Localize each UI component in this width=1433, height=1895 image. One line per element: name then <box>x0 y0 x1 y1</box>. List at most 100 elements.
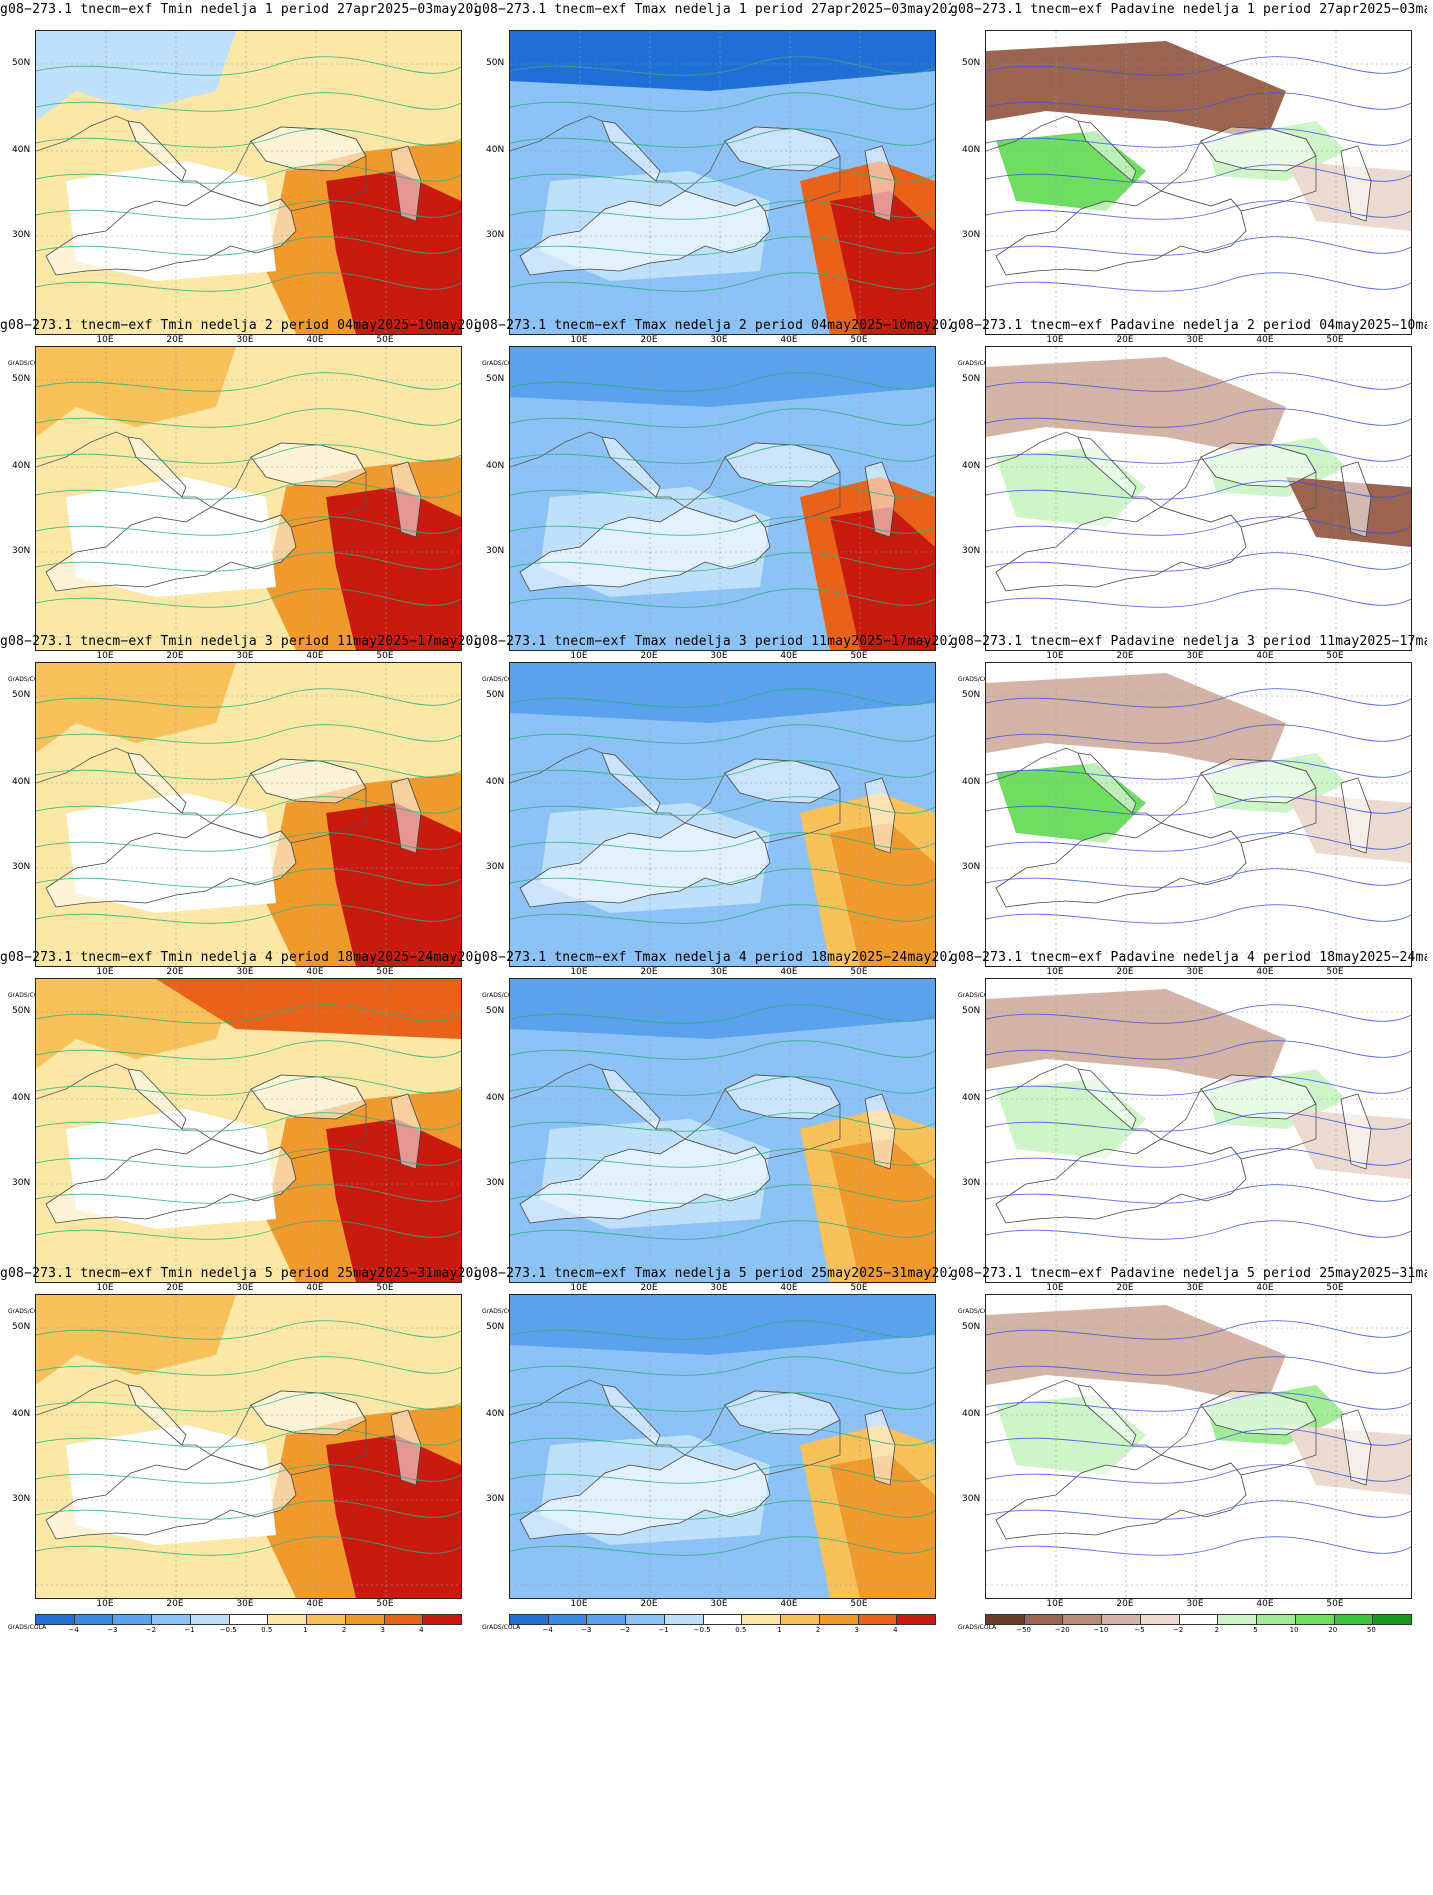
lon-tick-label: 10E <box>570 1283 588 1293</box>
colorbar-swatch <box>74 1615 114 1624</box>
colorbar-label: 0.5 <box>735 1626 747 1634</box>
lon-tick-label: 30E <box>710 1599 728 1609</box>
lon-tick-label: 10E <box>96 651 114 661</box>
colorbar-label: 2 <box>341 1626 347 1634</box>
colorbar-label: −3 <box>107 1626 118 1634</box>
map-panel-tmin-week-4: g08−273.1 tnecm−exf Tmin nedelja 4 perio… <box>0 948 477 1326</box>
colorbar-label: −4 <box>68 1626 79 1634</box>
lon-tick-label: 40E <box>780 651 798 661</box>
lat-tick-label: 50N <box>12 374 31 384</box>
lat-tick-label: 30N <box>962 862 981 872</box>
lon-tick-label: 40E <box>780 335 798 345</box>
map-panel-padavine-week-3: g08−273.1 tnecm−exf Padavine nedelja 3 p… <box>950 632 1427 1010</box>
lon-tick-label: 40E <box>306 335 324 345</box>
lon-tick-label: 20E <box>1116 1599 1134 1609</box>
lat-tick-label: 30N <box>12 862 31 872</box>
lon-tick-label: 40E <box>306 1283 324 1293</box>
colorbar-label: 4 <box>893 1626 898 1634</box>
grads-credit: GrADS/COLA <box>8 676 47 683</box>
lon-tick-label: 10E <box>570 1599 588 1609</box>
lon-tick-label: 50E <box>1326 1599 1344 1609</box>
lon-tick-label: 10E <box>96 1599 114 1609</box>
lon-tick-label: 20E <box>640 651 658 661</box>
colorbar-label: 50 <box>1366 1626 1376 1634</box>
colorbar-swatch <box>742 1615 782 1624</box>
grads-credit: GrADS/COLA <box>958 992 997 999</box>
colorbar-swatch <box>664 1615 704 1624</box>
grads-credit: GrADS/COLA <box>482 1308 521 1315</box>
colorbar-swatch <box>897 1615 936 1624</box>
lat-tick-label: 50N <box>486 1006 505 1016</box>
lat-tick-label: 40N <box>962 1093 981 1103</box>
lon-tick-label: 40E <box>780 1283 798 1293</box>
grads-credit: GrADS/COLA <box>482 992 521 999</box>
colorbar-label: −2 <box>145 1626 157 1634</box>
lon-tick-label: 50E <box>1326 967 1344 977</box>
panel-title: g08−273.1 tnecm−exf Tmin nedelja 4 perio… <box>0 950 477 965</box>
colorbar-label: −1 <box>658 1626 669 1634</box>
lon-tick-label: 30E <box>710 967 728 977</box>
colorbar-swatch <box>1024 1615 1064 1624</box>
lon-tick-label: 50E <box>850 335 868 345</box>
lon-tick-label: 20E <box>1116 967 1134 977</box>
grads-credit: GrADS/COLA <box>482 676 521 683</box>
colorbar <box>985 1614 1412 1625</box>
lat-tick-label: 30N <box>486 1178 505 1188</box>
grads-credit: GrADS/COLA <box>8 992 47 999</box>
map-image <box>509 30 936 335</box>
map-field <box>510 663 935 966</box>
colorbar-swatch <box>1179 1615 1219 1624</box>
lon-tick-label: 40E <box>306 967 324 977</box>
colorbar-swatch <box>986 1615 1025 1624</box>
map-image <box>509 978 936 1283</box>
colorbar-swatch <box>703 1615 743 1624</box>
colorbar-swatch <box>229 1615 269 1624</box>
colorbar-label: 2 <box>815 1626 821 1634</box>
map-image <box>985 346 1412 651</box>
lon-tick-label: 30E <box>236 1283 254 1293</box>
map-panel-tmax-week-3: g08−273.1 tnecm−exf Tmax nedelja 3 perio… <box>474 632 951 1010</box>
colorbar-label: −0.5 <box>219 1626 237 1634</box>
map-panel-tmax-week-5: g08−273.1 tnecm−exf Tmax nedelja 5 perio… <box>474 1264 951 1642</box>
grads-credit: GrADS/COLA <box>482 360 521 367</box>
map-panel-padavine-week-2: g08−273.1 tnecm−exf Padavine nedelja 2 p… <box>950 316 1427 694</box>
grads-credit: GrADS/COLA <box>958 1308 997 1315</box>
lon-tick-label: 20E <box>640 1283 658 1293</box>
lon-tick-label: 10E <box>570 967 588 977</box>
panel-title: g08−273.1 tnecm−exf Tmax nedelja 3 perio… <box>474 634 951 649</box>
lon-tick-label: 20E <box>1116 651 1134 661</box>
map-panel-tmax-week-4: g08−273.1 tnecm−exf Tmax nedelja 4 perio… <box>474 948 951 1326</box>
lon-tick-label: 10E <box>96 1283 114 1293</box>
colorbar-swatch <box>384 1615 424 1624</box>
colorbar-swatch <box>781 1615 820 1624</box>
lon-tick-label: 30E <box>1186 1599 1204 1609</box>
colorbar-label: −2 <box>1173 1626 1184 1634</box>
colorbar-swatch <box>113 1615 153 1624</box>
map-panel-tmin-week-1: g08−273.1 tnecm−exf Tmin nedelja 1 perio… <box>0 0 477 378</box>
map-image <box>985 978 1412 1283</box>
lon-tick-label: 30E <box>236 967 254 977</box>
lon-tick-label: 10E <box>1046 335 1064 345</box>
lon-tick-label: 50E <box>376 967 394 977</box>
lat-tick-label: 40N <box>486 1093 505 1103</box>
colorbar-label: −1 <box>184 1626 195 1634</box>
map-field <box>510 31 935 334</box>
map-image <box>985 662 1412 967</box>
lat-tick-label: 50N <box>486 1322 505 1332</box>
colorbar-swatch <box>1102 1615 1141 1624</box>
colorbar-swatch <box>819 1615 859 1624</box>
lat-tick-label: 40N <box>962 461 981 471</box>
lon-tick-label: 50E <box>1326 335 1344 345</box>
lat-tick-label: 40N <box>12 777 31 787</box>
map-image <box>985 30 1412 335</box>
map-image <box>985 1294 1412 1599</box>
lon-tick-label: 50E <box>376 335 394 345</box>
colorbar-swatch <box>626 1615 665 1624</box>
lat-tick-label: 40N <box>12 1409 31 1419</box>
lon-tick-label: 50E <box>1326 651 1344 661</box>
map-panel-padavine-week-1: g08−273.1 tnecm−exf Padavine nedelja 1 p… <box>950 0 1427 378</box>
lat-tick-label: 50N <box>962 58 981 68</box>
lat-tick-label: 40N <box>962 777 981 787</box>
map-image <box>509 1294 936 1599</box>
colorbar-swatch <box>307 1615 346 1624</box>
